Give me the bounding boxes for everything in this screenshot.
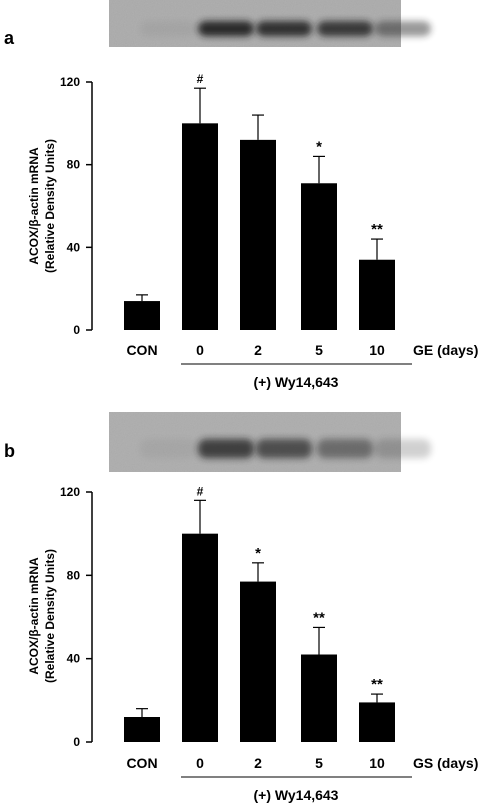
annotations-b: # * ** ** [197, 484, 383, 693]
annotation: ** [371, 221, 383, 238]
y-tick-label: 120 [60, 75, 80, 89]
y-tick-labels-a: 0 40 80 120 [60, 75, 80, 337]
blot-band [317, 21, 373, 37]
panel-label-b: b [4, 441, 15, 461]
y-axis-label-line2-b: (Relative Density Units) [43, 549, 57, 683]
x-axis-label-a: GE (days) [413, 342, 478, 358]
blot-band [198, 439, 254, 459]
y-tick-label: 80 [67, 158, 81, 172]
bars-a [124, 123, 395, 330]
blot-band [140, 21, 196, 37]
panel-a: a ACOX/β-actin mRNA (Relative Density Un… [4, 0, 478, 390]
x-tick-label: 10 [369, 755, 385, 771]
blot-b [109, 412, 431, 472]
y-axis-label-line2-a: (Relative Density Units) [43, 139, 57, 273]
x-tick-label: 2 [254, 342, 262, 358]
y-ticks-b [86, 491, 92, 743]
x-tick-label: 0 [196, 342, 204, 358]
blot-band [375, 439, 431, 459]
y-tick-labels-b: 0 40 80 120 [60, 485, 80, 749]
x-tick-labels-a: CON 0 2 5 10 [126, 342, 385, 358]
blot-bands-a [140, 21, 431, 37]
bar [359, 702, 395, 742]
bars-b [124, 533, 395, 742]
blot-band [375, 21, 431, 37]
y-tick-label: 40 [67, 240, 81, 254]
y-tick-label: 0 [73, 323, 80, 337]
x-axis-label-b: GS (days) [413, 755, 478, 771]
x-tick-label: 5 [315, 755, 323, 771]
annotation: ** [313, 609, 325, 626]
x-tick-label: 2 [254, 755, 262, 771]
y-ticks-a [86, 81, 92, 331]
bar [359, 259, 395, 330]
y-axis-label-line1-a: ACOX/β-actin mRNA [27, 147, 41, 265]
x-tick-label: CON [126, 755, 157, 771]
bar [124, 301, 160, 330]
error-bars-b [136, 499, 383, 717]
blot-band [140, 439, 196, 459]
bar [182, 533, 218, 742]
y-axis-label-b: ACOX/β-actin mRNA (Relative Density Unit… [27, 549, 57, 683]
blot-band [256, 21, 312, 37]
x-tick-label: 5 [315, 342, 323, 358]
y-tick-label: 0 [73, 735, 80, 749]
x-tick-label: CON [126, 342, 157, 358]
group-label-b: (+) Wy14,643 [254, 787, 339, 803]
annotation: ** [371, 676, 383, 693]
blot-band [256, 439, 312, 459]
error-bars-a [136, 87, 383, 302]
panel-label-a: a [4, 28, 15, 48]
y-axis-label-line1-b: ACOX/β-actin mRNA [27, 557, 41, 675]
x-tick-label: 0 [196, 755, 204, 771]
annotation: # [197, 484, 204, 498]
annotation: * [255, 545, 261, 562]
bar [182, 123, 218, 330]
annotation: # [197, 72, 204, 86]
y-tick-label: 40 [67, 652, 81, 666]
x-tick-label: 10 [369, 342, 385, 358]
blot-a [109, 0, 431, 47]
blot-band [198, 21, 254, 37]
blot-band [317, 439, 373, 459]
x-tick-labels-b: CON 0 2 5 10 [126, 755, 385, 771]
bar [124, 717, 160, 742]
bar [301, 654, 337, 742]
bar [240, 139, 276, 330]
bar [301, 183, 337, 330]
annotation: * [316, 138, 322, 155]
y-axis-label-a: ACOX/β-actin mRNA (Relative Density Unit… [27, 139, 57, 273]
blot-bands-b [140, 439, 431, 459]
bar [240, 581, 276, 742]
y-tick-label: 80 [67, 568, 81, 582]
y-tick-label: 120 [60, 485, 80, 499]
panel-b: b ACOX/β-actin mRNA (Relative Density Un… [4, 412, 478, 803]
annotations-a: # * ** [197, 72, 383, 238]
group-label-a: (+) Wy14,643 [254, 374, 339, 390]
